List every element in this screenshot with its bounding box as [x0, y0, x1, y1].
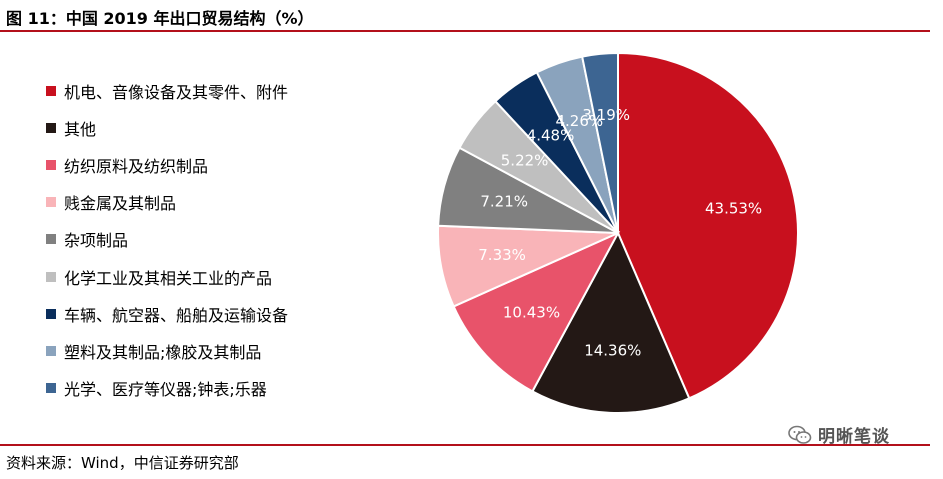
- legend-item: 车辆、航空器、船舶及运输设备: [46, 295, 288, 332]
- legend-label: 杂项制品: [64, 231, 129, 251]
- legend-item: 纺织原料及纺织制品: [46, 146, 288, 183]
- slice-label: 4.48%: [527, 127, 575, 145]
- wechat-icon: [788, 425, 812, 444]
- bottom-divider: [0, 444, 930, 446]
- legend-swatch: [46, 308, 56, 319]
- legend-label: 纺织原料及纺织制品: [64, 156, 209, 176]
- slice-label: 4.26%: [555, 112, 603, 130]
- pie-slice: [452, 230, 621, 393]
- legend-swatch: [46, 197, 56, 208]
- legend-item: 贱金属及其制品: [46, 184, 288, 221]
- legend-item: 机电、音像设备及其零件、附件: [46, 72, 288, 109]
- slice-label: 14.36%: [584, 341, 641, 359]
- slice-label: 5.22%: [501, 151, 549, 169]
- slice-label: 7.21%: [480, 192, 528, 210]
- slice-label: 43.53%: [705, 200, 762, 218]
- legend-label: 化学工业及其相关工业的产品: [64, 268, 273, 288]
- watermark-text: 明晰笔谈: [818, 427, 890, 447]
- chart-legend: 机电、音像设备及其零件、附件 其他 纺织原料及纺织制品 贱金属及其制品 杂项制品…: [46, 72, 288, 407]
- legend-label: 机电、音像设备及其零件、附件: [64, 82, 289, 102]
- pie-slice: [580, 51, 619, 234]
- top-divider: [0, 30, 930, 32]
- chart-title: 图 11：中国 2019 年出口贸易结构（%）: [6, 9, 314, 28]
- legend-item: 杂项制品: [46, 221, 288, 258]
- legend-swatch: [46, 383, 56, 394]
- slice-label: 7.33%: [478, 246, 526, 264]
- slice-label: 10.43%: [503, 304, 560, 322]
- source-note: 资料来源：Wind，中信证券研究部: [6, 454, 239, 472]
- legend-item: 其他: [46, 109, 288, 146]
- slice-label: 3.19%: [582, 106, 630, 124]
- legend-item: 化学工业及其相关工业的产品: [46, 258, 288, 295]
- pie-slice: [531, 230, 691, 414]
- legend-item: 塑料及其制品;橡胶及其制品: [46, 332, 288, 369]
- legend-label: 贱金属及其制品: [64, 194, 177, 214]
- legend-swatch: [46, 271, 56, 282]
- legend-swatch: [46, 345, 56, 356]
- legend-label: 光学、医疗等仪器;钟表;乐器: [64, 380, 267, 400]
- legend-swatch: [46, 159, 56, 170]
- legend-label: 车辆、航空器、船舶及运输设备: [64, 305, 289, 325]
- watermark: 明晰笔谈: [788, 422, 890, 447]
- legend-label: 塑料及其制品;橡胶及其制品: [64, 342, 262, 362]
- pie-slice: [617, 51, 799, 400]
- legend-label: 其他: [64, 119, 97, 139]
- legend-swatch: [46, 122, 56, 133]
- legend-item: 光学、医疗等仪器;钟表;乐器: [46, 370, 288, 407]
- legend-swatch: [46, 85, 56, 96]
- legend-swatch: [46, 234, 56, 245]
